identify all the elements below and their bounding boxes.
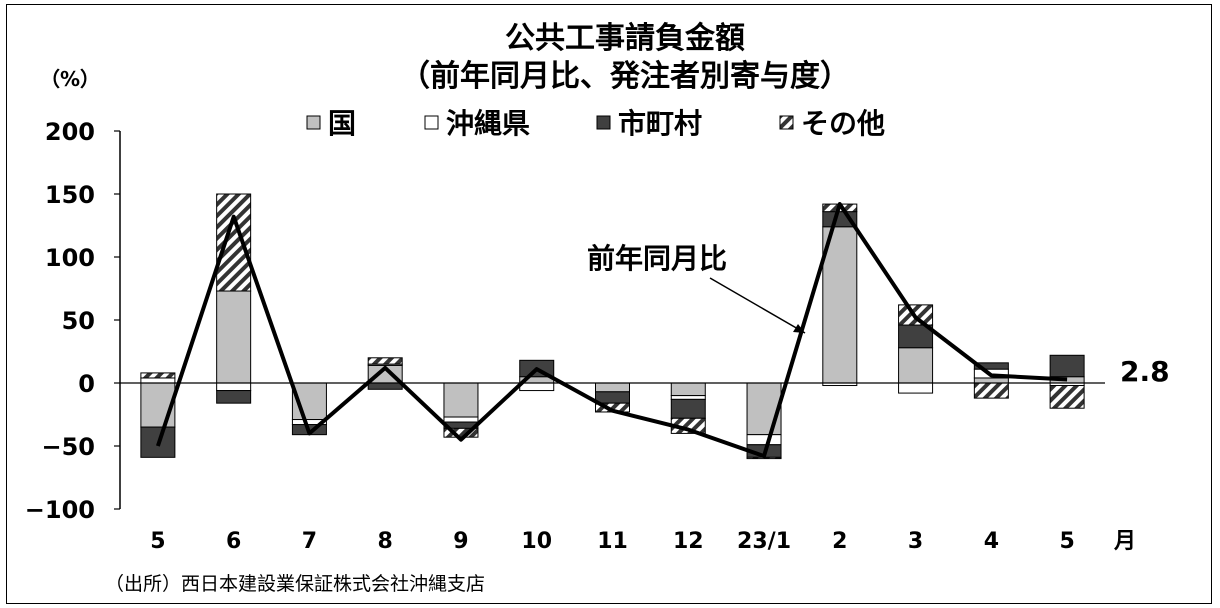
bar-segment	[519, 382, 555, 392]
y-tick-label: 150	[45, 181, 95, 209]
bars	[140, 193, 1085, 460]
bar-segment	[670, 382, 706, 397]
trend-line	[156, 202, 1068, 459]
legend-label: 市町村	[618, 107, 702, 140]
x-tick-label: 12	[673, 529, 704, 554]
x-tick-label: 5	[150, 529, 165, 554]
bar-segment	[973, 362, 1009, 370]
y-tick-label: 100	[45, 244, 95, 272]
trend-line-group	[156, 202, 1068, 459]
bar-segment	[670, 398, 706, 419]
y-tick-label: −100	[25, 496, 95, 524]
legend-swatch	[779, 115, 794, 130]
bar-segment	[216, 193, 252, 292]
bar-segment	[746, 382, 782, 436]
bar-segment	[898, 347, 934, 384]
line-label-annotation: 前年同月比	[587, 242, 727, 275]
legend: 国 沖縄県 市町村 その他	[306, 107, 885, 140]
x-tick-label: 9	[453, 529, 468, 554]
x-tick-label: 11	[597, 529, 628, 554]
x-tick-label: 5	[1059, 529, 1074, 554]
x-tick-label: 23/1	[737, 529, 791, 554]
bar-segment	[595, 391, 630, 404]
bar-segment	[140, 372, 176, 379]
annotation-arrowhead	[793, 324, 805, 333]
x-tick-label: 3	[908, 529, 923, 554]
bar-segment	[973, 382, 1009, 399]
bar-segment	[1049, 354, 1085, 378]
chart-subtitle: （前年同月比、発注者別寄与度）	[400, 59, 850, 94]
bar-segment	[443, 416, 479, 423]
x-axis-ticks: 5 6 7 8 9 10 11 12 23/1 2 3 4 5	[150, 529, 1075, 554]
x-tick-label: 2	[832, 529, 847, 554]
y-unit-label: （%）	[40, 67, 100, 91]
bar-segment	[898, 382, 934, 394]
legend-label: 沖縄県	[446, 107, 530, 140]
legend-swatch	[306, 115, 321, 130]
source-note: （出所）西日本建設業保証株式会社沖縄支店	[105, 573, 485, 595]
bar-segment	[216, 390, 252, 404]
legend-swatch	[596, 115, 611, 130]
x-tick-label: 7	[302, 529, 317, 554]
y-tick-label: 0	[78, 370, 95, 398]
x-tick-label: 8	[378, 529, 393, 554]
y-tick-label: −50	[41, 433, 95, 461]
bar-segment	[973, 377, 1009, 384]
bar-segment	[216, 382, 252, 392]
chart-title: 公共工事請負金額	[505, 21, 745, 56]
y-axis-ticks: 200 150 100 50 0 −50 −100	[25, 118, 120, 524]
bar-segment	[216, 290, 252, 384]
bar-segment	[746, 434, 782, 446]
x-tick-label: 10	[521, 529, 552, 554]
bar-segment	[670, 395, 706, 400]
y-tick-label: 200	[45, 118, 95, 146]
x-tick-label: 6	[226, 529, 241, 554]
x-unit-label: 月	[1113, 529, 1136, 554]
chart-frame	[6, 4, 1212, 604]
bar-segment	[140, 377, 176, 384]
bar-segment	[140, 426, 176, 458]
legend-swatch	[424, 115, 439, 130]
legend-label: 国	[328, 107, 356, 140]
x-tick-label: 4	[984, 529, 999, 554]
bar-segment	[443, 382, 479, 418]
axes	[119, 131, 1105, 509]
y-tick-label: 50	[62, 307, 95, 335]
bar-segment	[367, 382, 403, 390]
annotation-arrow	[709, 277, 806, 334]
last-value-annotation: 2.8	[1120, 355, 1170, 388]
bar-segment	[367, 357, 403, 365]
bar-segment	[1049, 385, 1085, 409]
bar-segment	[595, 382, 630, 393]
legend-label: その他	[801, 107, 885, 140]
